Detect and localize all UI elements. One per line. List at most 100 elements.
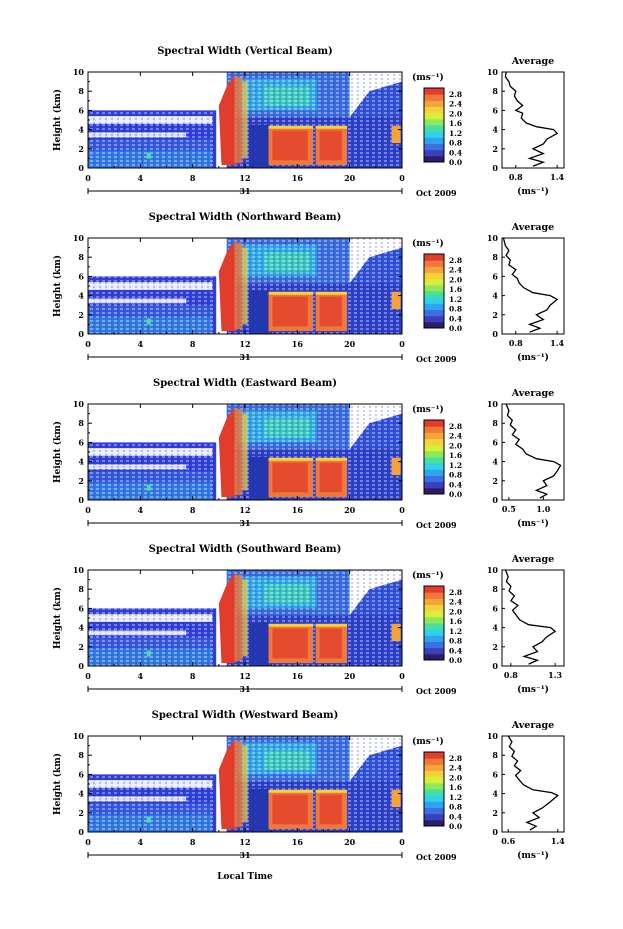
- average-y-tick-label: 6: [492, 769, 498, 779]
- average-profile-line: [505, 403, 562, 499]
- heatmap-cell: [268, 789, 314, 793]
- heatmap-cell: [272, 794, 308, 825]
- x-tick-label: 0: [399, 671, 405, 681]
- heatmap-cell: [319, 296, 342, 327]
- heatmap-cell: [146, 152, 151, 159]
- heatmap-cell: [242, 745, 248, 823]
- heatmap-cell: [248, 124, 269, 168]
- y-tick-label: 6: [78, 105, 84, 115]
- average-y-tick-label: 2: [492, 310, 498, 320]
- colorbar-swatch: [424, 321, 444, 329]
- colorbar-tick-label: 0.8: [449, 471, 462, 480]
- heatmap-cell: [268, 457, 314, 461]
- y-tick-label: 4: [78, 457, 84, 467]
- date-label: Oct 2009: [416, 520, 457, 530]
- x-tick-label: 8: [190, 173, 196, 183]
- colorbar-swatch: [424, 795, 444, 802]
- y-tick-label: 6: [78, 769, 84, 779]
- average-y-tick-label: 6: [492, 271, 498, 281]
- colorbar-unit-label: (ms⁻¹): [412, 736, 444, 747]
- colorbar-swatch: [424, 112, 444, 120]
- colorbar-frame: [423, 585, 445, 661]
- x-tick-label: 20: [344, 339, 356, 349]
- chart-panel: Spectral Width (Northward Beam) 0 2 4 6 8 10 He…: [52, 212, 565, 364]
- average-panel: Average 0 2 4 6 8 10 0.6 1.4(ms⁻¹): [487, 720, 565, 861]
- x-tick-label: 0: [399, 173, 405, 183]
- x-axis-label: Local Time: [217, 872, 273, 882]
- x-tick-label: 0: [85, 671, 91, 681]
- heatmap-cell: [218, 572, 236, 664]
- average-y-tick-label: 10: [487, 233, 499, 243]
- average-frame: [501, 71, 565, 169]
- colorbar-swatch: [424, 118, 444, 126]
- colorbar-swatch: [424, 647, 444, 655]
- colorbar-tick-label: 2.8: [449, 588, 462, 597]
- colorbar-tick-label: 0.0: [449, 490, 462, 499]
- heatmap-cell: [315, 789, 348, 793]
- colorbar-swatch: [424, 752, 444, 759]
- average-panel: Average 0 2 4 6 8 10 0.8 1.4(ms⁻¹): [487, 56, 565, 197]
- day-label: 31: [239, 518, 250, 528]
- average-y-tick-label: 8: [492, 418, 498, 428]
- average-profile-line: [502, 237, 559, 333]
- heatmap-cell: [391, 457, 401, 476]
- colorbar-swatch: [424, 586, 444, 593]
- chart-panel: Spectral Width (Westward Beam) 0 2 4 6 8 10 Hei…: [52, 710, 565, 862]
- colorbar-tick-label: 2.0: [449, 109, 462, 118]
- x-tick-label: 0: [85, 173, 91, 183]
- heatmap-cell: [391, 789, 401, 808]
- average-x-label: (ms⁻¹): [517, 684, 549, 695]
- x-tick-label: 0: [85, 505, 91, 515]
- colorbar-tick-label: 2.8: [449, 422, 462, 431]
- colorbar: (ms⁻¹) 2.82.42.01.61.20.80.40.0: [412, 72, 462, 167]
- colorbar-swatch: [424, 789, 444, 796]
- average-title: Average: [511, 720, 554, 731]
- colorbar-swatch: [424, 450, 444, 458]
- average-y-tick-label: 6: [492, 603, 498, 613]
- colorbar-tick-label: 0.4: [449, 148, 462, 157]
- heatmap-cell: [242, 413, 248, 491]
- heatmap-cell: [248, 290, 269, 334]
- x-tick-label: 8: [190, 837, 196, 847]
- colorbar-tick-label: 0.4: [449, 812, 462, 821]
- average-y-tick-label: 4: [492, 623, 498, 633]
- heatmap-cell: [234, 574, 243, 662]
- colorbar-tick-label: 1.6: [449, 617, 462, 626]
- x-tick-label: 12: [239, 505, 250, 515]
- y-tick-label: 10: [73, 233, 85, 243]
- colorbar-tick-label: 2.0: [449, 773, 462, 782]
- y-tick-label: 8: [78, 86, 84, 96]
- average-y-tick-label: 0: [492, 163, 498, 173]
- colorbar-tick-label: 0.8: [449, 305, 462, 314]
- heatmap-cell: [234, 408, 243, 496]
- colorbar-swatch: [424, 629, 444, 636]
- y-axis-label: Height (km): [52, 89, 63, 151]
- chart-title: Spectral Width (Westward Beam): [152, 710, 339, 721]
- y-axis-label: Height (km): [52, 587, 63, 649]
- heatmap-field: [88, 736, 402, 832]
- colorbar-swatch: [424, 764, 444, 771]
- average-x-tick-label: 1.0: [536, 504, 550, 514]
- heatmap-field: [88, 72, 402, 168]
- colorbar-swatch: [424, 610, 444, 618]
- colorbar-swatch: [424, 635, 444, 642]
- colorbar-tick-label: 0.4: [449, 480, 462, 489]
- heatmap-cell: [218, 738, 236, 830]
- colorbar-frame: [423, 87, 445, 163]
- y-tick-label: 10: [73, 565, 85, 575]
- y-tick-label: 2: [78, 476, 84, 486]
- x-tick-label: 12: [239, 671, 250, 681]
- y-tick-label: 0: [78, 827, 84, 837]
- y-tick-label: 4: [78, 789, 84, 799]
- x-tick-label: 4: [138, 339, 144, 349]
- y-axis-label: Height (km): [52, 421, 63, 483]
- x-tick-label: 20: [344, 837, 356, 847]
- average-y-tick-label: 8: [492, 86, 498, 96]
- colorbar-unit-label: (ms⁻¹): [412, 238, 444, 249]
- colorbar-swatch: [424, 137, 444, 144]
- average-y-tick-label: 10: [487, 399, 499, 409]
- average-profile-line: [504, 71, 559, 167]
- heatmap-cell: [272, 130, 308, 161]
- colorbar-swatch: [424, 819, 444, 827]
- colorbar-swatch: [424, 297, 444, 304]
